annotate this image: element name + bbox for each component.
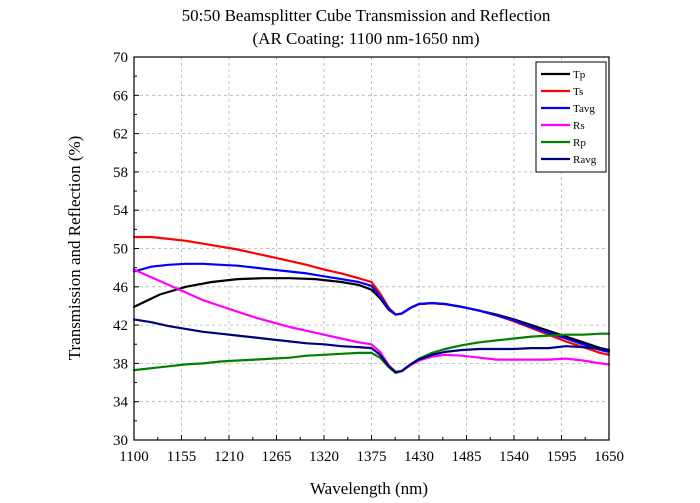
y-tick-label: 70: [113, 50, 128, 66]
y-tick-label: 66: [113, 88, 129, 104]
x-axis-label: Wavelength (nm): [310, 479, 428, 498]
x-tick-label: 1595: [547, 449, 577, 465]
series-line-ravg: [132, 318, 611, 374]
x-tick-label: 1320: [309, 449, 339, 465]
y-tick-label: 46: [113, 280, 129, 296]
y-tick-labels: 30 34 38 42 46 50 54 58 62 66 70: [113, 50, 129, 449]
y-tick-label: 42: [113, 318, 128, 334]
x-tick-label: 1100: [119, 449, 148, 465]
y-axis-label: Transmission and Reflection (%): [65, 136, 84, 361]
legend-label-tavg: Tavg: [573, 103, 595, 115]
x-tick-labels: 1100 1155 1210 1265 1320 1375 1430 1485 1540 1595…: [119, 449, 624, 465]
x-tick-label: 1430: [404, 449, 434, 465]
x-tick-label: 1375: [357, 449, 387, 465]
y-tick-label: 58: [113, 165, 128, 181]
x-tick-label: 1540: [499, 449, 529, 465]
x-tick-label: 1210: [214, 449, 244, 465]
y-tick-label: 30: [113, 433, 128, 449]
y-tick-label: 54: [113, 203, 129, 219]
legend-label-tp: Tp: [573, 69, 586, 81]
y-tick-label: 50: [113, 242, 128, 258]
legend-label-ts: Ts: [573, 86, 583, 98]
x-tick-label: 1155: [167, 449, 196, 465]
legend: Tp Ts Tavg Rs Rp Ravg: [535, 61, 607, 173]
series-line-tavg: [132, 262, 611, 353]
plot-series: [132, 235, 611, 375]
chart-title: 50:50 Beamsplitter Cube Transmission and…: [182, 6, 551, 25]
chart-subtitle: (AR Coating: 1100 nm-1650 nm): [253, 29, 480, 48]
y-tick-label: 62: [113, 127, 128, 143]
x-tick-label: 1650: [594, 449, 624, 465]
legend-label-rp: Rp: [573, 137, 586, 149]
legend-label-ravg: Ravg: [573, 154, 597, 166]
axis-ticks: [133, 56, 610, 441]
x-tick-label: 1265: [262, 449, 292, 465]
x-tick-label: 1485: [452, 449, 482, 465]
legend-label-rs: Rs: [573, 120, 585, 132]
y-tick-label: 34: [113, 395, 129, 411]
legend-box: [535, 61, 607, 173]
y-tick-label: 38: [113, 356, 128, 372]
